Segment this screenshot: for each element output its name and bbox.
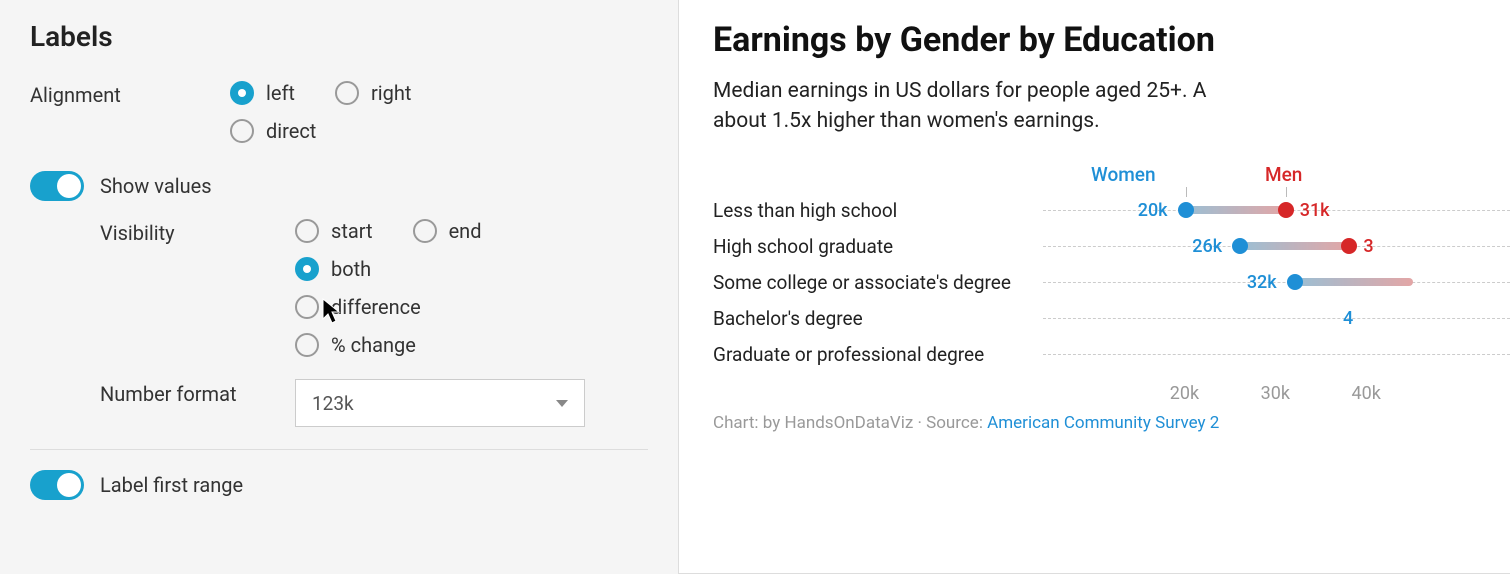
chart-footer-source-link[interactable]: American Community Survey 2	[987, 413, 1219, 433]
chart-value-women: 26k	[1192, 236, 1222, 257]
alignment-radio-right[interactable]: right	[335, 81, 411, 105]
range-chart: Women Men Less than high school 20k 31k High …	[713, 163, 1510, 393]
chart-dot-men	[1341, 238, 1357, 254]
chart-row-label: High school graduate	[713, 235, 893, 258]
chart-value-women: 20k	[1138, 200, 1168, 221]
chart-range-bar	[1295, 278, 1413, 286]
show-values-toggle[interactable]	[30, 171, 84, 201]
visibility-radio-pctchange-label: % change	[331, 333, 416, 357]
series-tick	[1286, 187, 1287, 197]
visibility-radio-pctchange[interactable]: % change	[295, 333, 648, 357]
number-format-row: Number format 123k	[100, 379, 648, 427]
number-format-selected: 123k	[312, 392, 354, 415]
alignment-radio-direct[interactable]: direct	[230, 119, 316, 143]
visibility-radio-end[interactable]: end	[413, 219, 482, 243]
chart-description: Median earnings in US dollars for people…	[713, 76, 1510, 137]
section-title-labels: Labels	[30, 20, 648, 53]
visibility-radio-both-label: both	[331, 257, 371, 281]
label-first-range-row: Label first range	[30, 470, 648, 500]
visibility-options: start end both difference	[295, 219, 648, 357]
visibility-radio-difference-label: difference	[331, 295, 421, 319]
chart-axis-label: 20k	[1170, 383, 1199, 404]
chart-value-women: 32k	[1247, 272, 1277, 293]
alignment-radio-right-label: right	[371, 81, 411, 105]
visibility-radio-difference[interactable]: difference	[295, 295, 648, 319]
chart-row-label: Graduate or professional degree	[713, 343, 984, 366]
chart-row-label: Bachelor's degree	[713, 307, 863, 330]
radio-icon	[295, 257, 319, 281]
chart-value-men: 31k	[1300, 200, 1330, 221]
chart-row-label: Some college or associate's degree	[713, 271, 1011, 294]
show-values-subsection: Visibility start end both	[30, 219, 648, 427]
chart-footer: Chart: by HandsOnDataViz · Source: Ameri…	[713, 413, 1510, 433]
alignment-radio-left-label: left	[266, 81, 295, 105]
chart-dot-women	[1287, 274, 1303, 290]
show-values-label: Show values	[100, 174, 212, 198]
radio-icon	[413, 219, 437, 243]
visibility-radio-both[interactable]: both	[295, 257, 648, 281]
visibility-radio-start-label: start	[331, 219, 373, 243]
visibility-row: Visibility start end both	[100, 219, 648, 357]
chevron-down-icon	[556, 400, 568, 407]
chart-row-label: Less than high school	[713, 199, 897, 222]
visibility-label: Visibility	[100, 219, 295, 245]
chart-range-bar	[1240, 242, 1349, 250]
series-label-men: Men	[1265, 163, 1302, 186]
settings-divider	[30, 449, 648, 450]
show-values-row: Show values	[30, 171, 648, 201]
series-label-women: Women	[1091, 163, 1156, 186]
visibility-radio-end-label: end	[449, 219, 482, 243]
series-tick	[1186, 187, 1187, 197]
chart-title: Earnings by Gender by Education	[713, 20, 1510, 60]
alignment-label: Alignment	[30, 81, 230, 107]
number-format-select[interactable]: 123k	[295, 379, 585, 427]
radio-icon	[295, 295, 319, 319]
label-first-range-label: Label first range	[100, 473, 243, 497]
chart-range-bar	[1186, 206, 1286, 214]
chart-dot-women	[1178, 202, 1194, 218]
chart-preview-panel: Earnings by Gender by Education Median e…	[678, 0, 1510, 574]
number-format-label: Number format	[100, 379, 295, 407]
chart-axis-label: 30k	[1261, 383, 1290, 404]
chart-gridline	[1043, 318, 1510, 319]
labels-settings-panel: Labels Alignment left right direct	[0, 0, 678, 574]
label-first-range-toggle[interactable]	[30, 470, 84, 500]
visibility-radio-start[interactable]: start	[295, 219, 373, 243]
radio-icon	[295, 333, 319, 357]
alignment-radio-left[interactable]: left	[230, 81, 295, 105]
chart-dot-men	[1278, 202, 1294, 218]
chart-value-women: 4	[1343, 308, 1353, 329]
chart-value-men: 3	[1363, 236, 1373, 257]
radio-icon	[335, 81, 359, 105]
chart-gridline	[1043, 354, 1510, 355]
radio-icon	[230, 119, 254, 143]
alignment-row: Alignment left right direct	[30, 81, 648, 143]
chart-axis-label: 40k	[1352, 383, 1381, 404]
alignment-options: left right direct	[230, 81, 648, 143]
chart-footer-prefix: Chart: by HandsOnDataViz · Source:	[713, 413, 987, 433]
chart-dot-women	[1232, 238, 1248, 254]
alignment-radio-direct-label: direct	[266, 119, 316, 143]
radio-icon	[230, 81, 254, 105]
radio-icon	[295, 219, 319, 243]
